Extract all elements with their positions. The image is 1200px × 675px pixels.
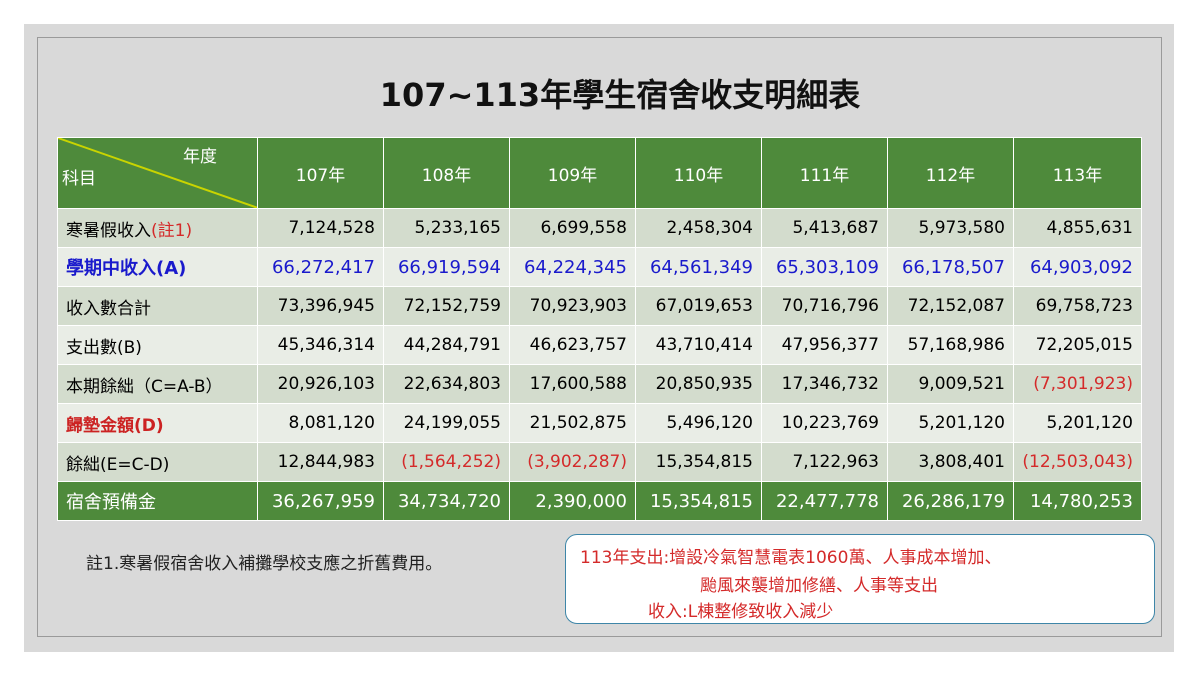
table-row-summer-income: 寒暑假收入(註1) 7,124,528 5,233,165 6,699,558 …	[57, 208, 1142, 248]
note-line-1: 113年支出:增設冷氣智慧電表1060萬、人事成本增加、	[580, 548, 1002, 568]
diagonal-divider	[58, 138, 257, 208]
row-label-text: 寒暑假收入	[66, 220, 151, 241]
table-cell: 70,923,903	[509, 286, 636, 326]
table-cell: 70,716,796	[761, 286, 888, 326]
table-cell: 10,223,769	[761, 403, 888, 443]
table-cell: 12,844,983	[257, 442, 384, 482]
table-cell: 43,710,414	[635, 325, 762, 365]
row-label: 寒暑假收入(註1)	[57, 208, 258, 248]
row-label: 歸墊金額(D)	[57, 403, 258, 443]
table-cell: 3,808,401	[887, 442, 1014, 482]
table-cell: 14,780,253	[1013, 481, 1142, 521]
table-cell: 36,267,959	[257, 481, 384, 521]
table-cell: 66,178,507	[887, 247, 1014, 287]
table-cell: 2,458,304	[635, 208, 762, 248]
table-cell: 5,201,120	[887, 403, 1014, 443]
year-header: 109年	[509, 137, 636, 209]
table-cell: 26,286,179	[887, 481, 1014, 521]
year-header: 111年	[761, 137, 888, 209]
row-label: 支出數(B)	[57, 325, 258, 365]
table-cell: 69,758,723	[1013, 286, 1142, 326]
budget-table: 年度 科目 107年 108年 109年 110年 111年 112年 113年…	[57, 137, 1142, 521]
note-line-3: 收入:L棟整修致收入減少	[648, 602, 834, 622]
table-row-expenditure: 支出數(B) 45,346,314 44,284,791 46,623,757 …	[57, 325, 1142, 365]
row-label: 餘絀(E=C-D)	[57, 442, 258, 482]
table-cell: 22,634,803	[383, 364, 510, 404]
table-cell-negative: (3,902,287)	[509, 442, 636, 482]
table-cell: 17,600,588	[509, 364, 636, 404]
header-corner-cell: 年度 科目	[57, 137, 258, 209]
table-cell: 67,019,653	[635, 286, 762, 326]
table-cell: 64,224,345	[509, 247, 636, 287]
table-cell: 7,124,528	[257, 208, 384, 248]
row-label: 收入數合計	[57, 286, 258, 326]
table-cell: 20,926,103	[257, 364, 384, 404]
footnote: 註1.寒暑假宿舍收入補攤學校支應之折舊費用。	[86, 554, 443, 574]
table-cell: 72,152,759	[383, 286, 510, 326]
table-cell: 46,623,757	[509, 325, 636, 365]
table-cell: 72,152,087	[887, 286, 1014, 326]
table-cell: 20,850,935	[635, 364, 762, 404]
table-row-income-total: 收入數合計 73,396,945 72,152,759 70,923,903 6…	[57, 286, 1142, 326]
table-cell: 2,390,000	[509, 481, 636, 521]
table-cell: 9,009,521	[887, 364, 1014, 404]
table-cell: 5,496,120	[635, 403, 762, 443]
table-row-reserve-fund: 宿舍預備金 36,267,959 34,734,720 2,390,000 15…	[57, 481, 1142, 521]
table-cell: 64,903,092	[1013, 247, 1142, 287]
row-label-note: (註1)	[151, 220, 193, 241]
header-row: 年度 科目 107年 108年 109年 110年 111年 112年 113年	[57, 137, 1142, 209]
table-cell: 17,346,732	[761, 364, 888, 404]
row-label: 宿舍預備金	[57, 481, 258, 521]
year-header: 108年	[383, 137, 510, 209]
row-label: 學期中收入(A)	[57, 247, 258, 287]
note-line-2: 颱風來襲增加修繕、人事等支出	[700, 576, 938, 596]
table-cell: 4,855,631	[1013, 208, 1142, 248]
table-row-reimbursement: 歸墊金額(D) 8,081,120 24,199,055 21,502,875 …	[57, 403, 1142, 443]
table-cell: 72,205,015	[1013, 325, 1142, 365]
table-cell: 34,734,720	[383, 481, 510, 521]
page-title: 107~113年學生宿舍收支明細表	[379, 76, 861, 114]
table-cell: 5,233,165	[383, 208, 510, 248]
table-cell: 64,561,349	[635, 247, 762, 287]
table-cell: 5,973,580	[887, 208, 1014, 248]
table-cell-negative: (1,564,252)	[383, 442, 510, 482]
year-header: 113年	[1013, 137, 1142, 209]
table-cell: 8,081,120	[257, 403, 384, 443]
table-cell: 65,303,109	[761, 247, 888, 287]
year-header: 110年	[635, 137, 762, 209]
table-row-semester-income: 學期中收入(A) 66,272,417 66,919,594 64,224,34…	[57, 247, 1142, 287]
table-cell: 5,413,687	[761, 208, 888, 248]
table-row-period-balance: 本期餘絀（C=A-B） 20,926,103 22,634,803 17,600…	[57, 364, 1142, 404]
table-cell: 5,201,120	[1013, 403, 1142, 443]
table-cell: 6,699,558	[509, 208, 636, 248]
table-cell: 15,354,815	[635, 481, 762, 521]
table-cell: 73,396,945	[257, 286, 384, 326]
table-cell: 22,477,778	[761, 481, 888, 521]
header-subject-label: 科目	[62, 169, 96, 189]
table-cell: 45,346,314	[257, 325, 384, 365]
table-cell: 44,284,791	[383, 325, 510, 365]
table-cell-negative: (7,301,923)	[1013, 364, 1142, 404]
slide-frame	[37, 37, 1162, 637]
table-cell: 57,168,986	[887, 325, 1014, 365]
note-callout: 113年支出:增設冷氣智慧電表1060萬、人事成本增加、 颱風來襲增加修繕、人事…	[565, 534, 1155, 624]
table-cell: 24,199,055	[383, 403, 510, 443]
table-cell: 21,502,875	[509, 403, 636, 443]
table-cell: 7,122,963	[761, 442, 888, 482]
table-row-net-balance: 餘絀(E=C-D) 12,844,983 (1,564,252) (3,902,…	[57, 442, 1142, 482]
row-label: 本期餘絀（C=A-B）	[57, 364, 258, 404]
header-year-label: 年度	[183, 147, 217, 167]
year-header: 112年	[887, 137, 1014, 209]
table-cell: 15,354,815	[635, 442, 762, 482]
table-cell: 66,919,594	[383, 247, 510, 287]
table-cell: 66,272,417	[257, 247, 384, 287]
year-header: 107年	[257, 137, 384, 209]
table-cell-negative: (12,503,043)	[1013, 442, 1142, 482]
table-cell: 47,956,377	[761, 325, 888, 365]
